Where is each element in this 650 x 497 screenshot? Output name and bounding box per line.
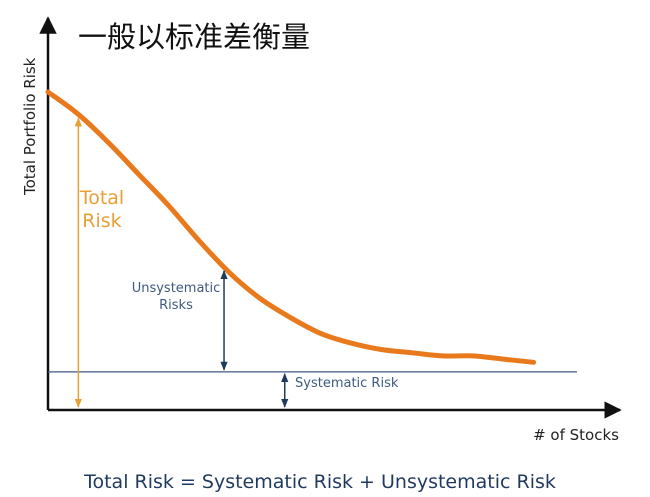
systematic-risk-label: Systematic Risk bbox=[295, 376, 399, 391]
total-risk-label-line2: Risk bbox=[82, 210, 121, 232]
y-axis-label: Total Portfolio Risk bbox=[21, 57, 39, 196]
total-risk-label-line1: Total bbox=[79, 187, 124, 209]
chart-title: 一般以标准差衡量 bbox=[78, 20, 310, 54]
risk-formula: Total Risk = Systematic Risk + Unsystema… bbox=[83, 471, 556, 493]
unsystematic-risk-label-line1: Unsystematic bbox=[132, 281, 221, 296]
unsystematic-risk-label-line2: Risks bbox=[159, 298, 193, 313]
x-axis-label: # of Stocks bbox=[533, 426, 619, 444]
